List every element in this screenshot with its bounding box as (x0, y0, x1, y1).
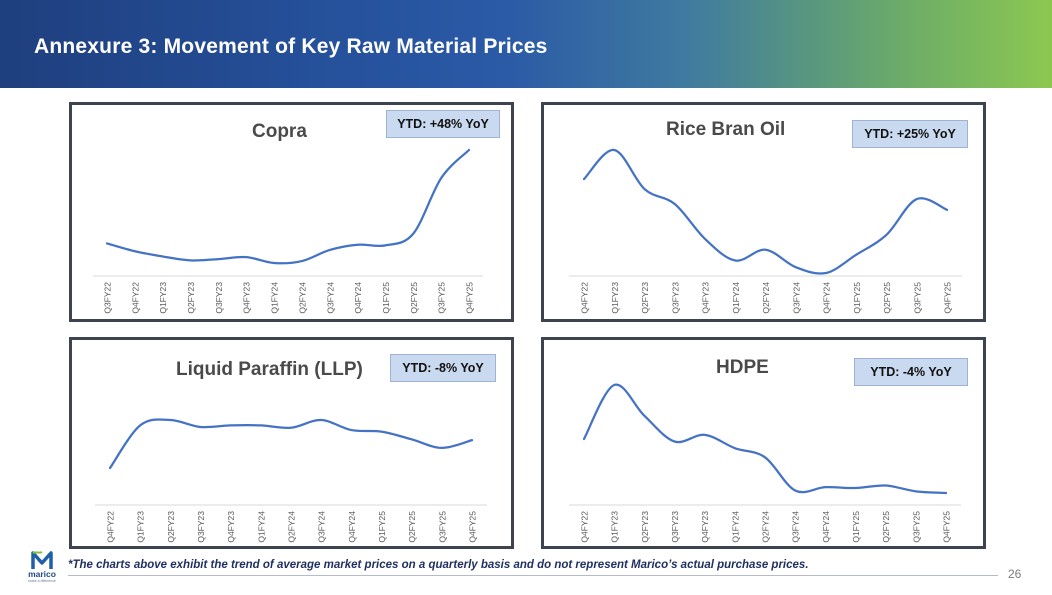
x-tick-label: Q4FY24 (347, 511, 357, 543)
page-title: Annexure 3: Movement of Key Raw Material… (34, 35, 548, 58)
x-tick-label: Q2FY24 (761, 511, 771, 543)
footer-divider (68, 575, 998, 576)
x-tick-label: Q2FY23 (166, 511, 176, 543)
chart-copra: Q3FY22 Q4FY22 Q1FY23 Q2FY23 Q3FY23 Q4FY23 Q1FY… (93, 148, 483, 314)
x-tick-label: Q1FY23 (610, 282, 620, 314)
x-tick-label: Q4FY24 (821, 511, 831, 543)
x-tick-label: Q3FY24 (791, 511, 801, 543)
x-tick-label: Q2FY23 (186, 282, 196, 314)
header-banner: Annexure 3: Movement of Key Raw Material… (0, 0, 1052, 88)
logo-wordmark: marico (28, 569, 56, 579)
x-tick-label: Q4FY25 (468, 511, 478, 543)
chart-hdpe: Q4FY22 Q1FY23 Q2FY23 Q3FY23 Q4FY23 Q1FY24 Q2FY… (568, 383, 962, 543)
x-tick-label: Q4FY23 (700, 511, 710, 543)
series-line (582, 148, 949, 275)
x-tick-label: Q4FY23 (226, 511, 236, 543)
chart-title: HDPE (716, 357, 769, 378)
x-tick-label: Q4FY22 (130, 282, 140, 314)
x-tick-label: Q4FY23 (242, 282, 252, 314)
series-line (108, 418, 474, 470)
chart-title: Liquid Paraffin (LLP) (176, 359, 363, 380)
x-tick-label: Q2FY25 (407, 511, 417, 543)
x-tick-label: Q1FY25 (381, 282, 391, 314)
x-tick-label: Q2FY24 (761, 282, 771, 314)
chart-panel-rice-bran-oil: Q4FY22 Q1FY23 Q2FY23 Q3FY23 Q4FY23 Q1FY24 Q2FY… (541, 102, 986, 322)
x-tick-label: Q2FY24 (287, 511, 297, 543)
chart-panel-hdpe: Q4FY22 Q1FY23 Q2FY23 Q3FY23 Q4FY23 Q1FY24 Q2FY… (541, 337, 986, 549)
x-tick-label: Q2FY23 (640, 511, 650, 543)
x-tick-label: Q1FY23 (610, 511, 620, 543)
x-tick-label: Q2FY25 (881, 511, 891, 543)
chart-liquid-paraffin: Q4FY22 Q1FY23 Q2FY23 Q3FY23 Q4FY23 Q1FY24 Q2FY… (94, 418, 488, 543)
x-tick-label: Q1FY23 (158, 282, 168, 314)
x-tick-label: Q4FY24 (822, 282, 832, 314)
ytd-badge: YTD: +48% YoY (386, 110, 500, 138)
footnote: *The charts above exhibit the trend of a… (68, 559, 809, 571)
x-tick-label: Q3FY23 (214, 282, 224, 314)
x-tick-label: Q3FY25 (912, 282, 922, 314)
x-tick-label: Q4FY25 (465, 282, 475, 314)
x-tick-label: Q2FY23 (640, 282, 650, 314)
x-tick-label: Q3FY25 (911, 511, 921, 543)
x-tick-label: Q3FY25 (437, 511, 447, 543)
x-tick-label: Q4FY25 (943, 282, 953, 314)
x-tick-label: Q1FY25 (851, 511, 861, 543)
x-tick-label: Q3FY24 (317, 511, 327, 543)
chart-rice-bran-oil: Q4FY22 Q1FY23 Q2FY23 Q3FY23 Q4FY23 Q1FY24 Q2FY… (568, 148, 963, 314)
x-tick-label: Q2FY25 (882, 282, 892, 314)
x-tick-label: Q3FY25 (437, 282, 447, 314)
marico-logo-mark (31, 551, 53, 569)
x-tick-label: Q4FY22 (106, 511, 116, 543)
x-tick-label: Q3FY24 (791, 282, 801, 314)
x-tick-label: Q4FY22 (580, 282, 590, 314)
x-tick-label: Q1FY24 (256, 511, 266, 543)
ytd-badge: YTD: -4% YoY (854, 358, 968, 386)
x-tick-label: Q4FY24 (353, 282, 363, 314)
x-tick-label: Q4FY25 (942, 511, 952, 543)
x-tick-label: Q1FY25 (377, 511, 387, 543)
marico-logo: marico make a difference (22, 549, 62, 589)
x-tick-label: Q3FY23 (670, 511, 680, 543)
x-tick-label: Q1FY25 (852, 282, 862, 314)
x-tick-label: Q4FY23 (701, 282, 711, 314)
x-tick-label: Q2FY24 (297, 282, 307, 314)
x-tick-label: Q3FY24 (325, 282, 335, 314)
series-line (105, 148, 471, 265)
chart-panel-liquid-paraffin: Q4FY22 Q1FY23 Q2FY23 Q3FY23 Q4FY23 Q1FY24 Q2FY… (69, 337, 514, 549)
page-number: 26 (1008, 567, 1022, 581)
logo-tagline: make a difference (28, 579, 56, 583)
x-tick-label: Q1FY24 (730, 511, 740, 543)
chart-title: Rice Bran Oil (666, 119, 786, 140)
ytd-badge: YTD: +25% YoY (852, 120, 968, 148)
x-tick-label: Q3FY23 (196, 511, 206, 543)
x-tick-label: Q3FY23 (670, 282, 680, 314)
ytd-badge: YTD: -8% YoY (390, 354, 496, 382)
series-line (582, 383, 948, 495)
chart-panel-copra: Q3FY22 Q4FY22 Q1FY23 Q2FY23 Q3FY23 Q4FY23 Q1FY… (69, 102, 514, 322)
x-tick-label: Q2FY25 (409, 282, 419, 314)
x-tick-label: Q3FY22 (103, 282, 113, 314)
x-tick-label: Q1FY24 (731, 282, 741, 314)
x-tick-label: Q4FY22 (580, 511, 590, 543)
x-tick-label: Q1FY24 (270, 282, 280, 314)
chart-title: Copra (252, 121, 307, 142)
x-tick-label: Q1FY23 (136, 511, 146, 543)
